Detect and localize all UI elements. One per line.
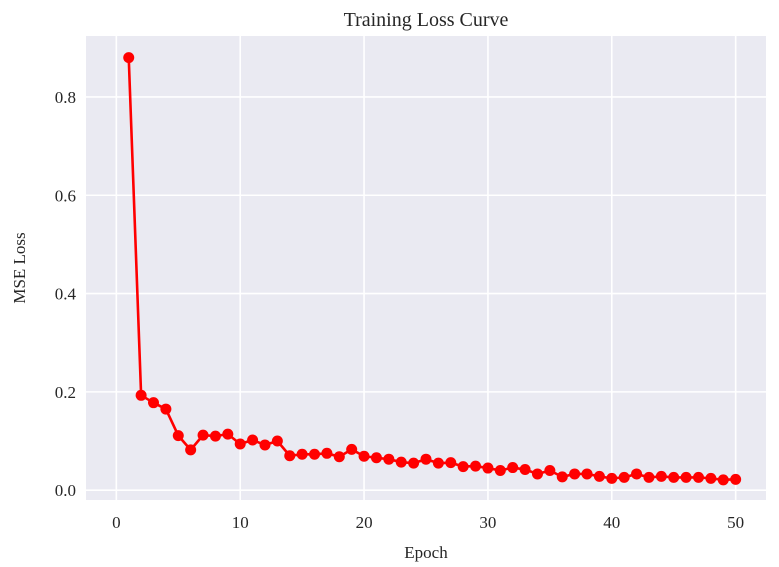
y-tick-label: 0.0: [55, 481, 76, 500]
data-point: [333, 451, 345, 463]
data-point: [482, 462, 494, 474]
y-tick-label: 0.2: [55, 383, 76, 402]
y-tick-label: 0.6: [55, 186, 76, 205]
data-point: [222, 428, 234, 440]
data-point: [309, 448, 321, 460]
data-point: [370, 452, 382, 464]
x-tick-label: 40: [603, 513, 620, 532]
data-point: [445, 457, 457, 469]
data-point: [234, 438, 246, 450]
data-point: [172, 430, 184, 442]
data-point: [668, 471, 680, 483]
data-point: [730, 473, 742, 485]
data-point: [581, 468, 593, 480]
data-point: [197, 429, 209, 441]
data-point: [408, 457, 420, 469]
data-point: [593, 470, 605, 482]
data-point: [606, 472, 618, 484]
y-axis-label: MSE Loss: [10, 232, 29, 303]
data-point: [395, 456, 407, 468]
data-point: [271, 435, 283, 447]
data-point: [185, 444, 197, 456]
x-tick-label: 20: [356, 513, 373, 532]
data-point: [135, 389, 147, 401]
data-point: [655, 470, 667, 482]
tick-labels: 0 10 20 30 40 50 0.0 0.2 0.4 0.6 0.8: [55, 88, 744, 532]
data-point: [123, 52, 135, 64]
data-point: [358, 450, 370, 462]
data-point: [618, 471, 630, 483]
data-point: [556, 471, 568, 483]
y-tick-label: 0.8: [55, 88, 76, 107]
x-tick-label: 30: [479, 513, 496, 532]
data-point: [346, 443, 358, 455]
data-point: [284, 450, 296, 462]
data-point: [494, 465, 506, 477]
data-point: [507, 462, 519, 474]
data-point: [247, 434, 259, 446]
x-tick-label: 50: [727, 513, 744, 532]
series-layer: [123, 52, 742, 486]
data-point: [519, 464, 531, 476]
data-point: [631, 468, 643, 480]
data-point: [544, 465, 556, 477]
chart-title: Training Loss Curve: [344, 9, 509, 31]
x-tick-label: 10: [232, 513, 249, 532]
data-point: [680, 471, 692, 483]
plot-area: [86, 36, 766, 500]
data-point: [717, 474, 729, 486]
x-axis-label: Epoch: [404, 543, 448, 562]
data-point: [643, 471, 655, 483]
data-point: [148, 397, 159, 409]
data-point: [209, 430, 221, 442]
data-point: [432, 457, 444, 469]
grid: [86, 36, 766, 500]
x-tick-label: 0: [112, 513, 121, 532]
data-point: [420, 453, 432, 465]
data-point: [470, 460, 482, 472]
data-point: [296, 448, 308, 460]
y-tick-label: 0.4: [55, 285, 77, 304]
data-point: [693, 471, 704, 483]
data-point: [383, 453, 395, 465]
data-point: [321, 447, 333, 459]
data-point: [457, 461, 469, 473]
data-point: [705, 472, 717, 484]
data-point: [259, 439, 271, 451]
data-point: [569, 468, 581, 480]
data-point: [531, 468, 543, 480]
data-point: [160, 403, 172, 415]
